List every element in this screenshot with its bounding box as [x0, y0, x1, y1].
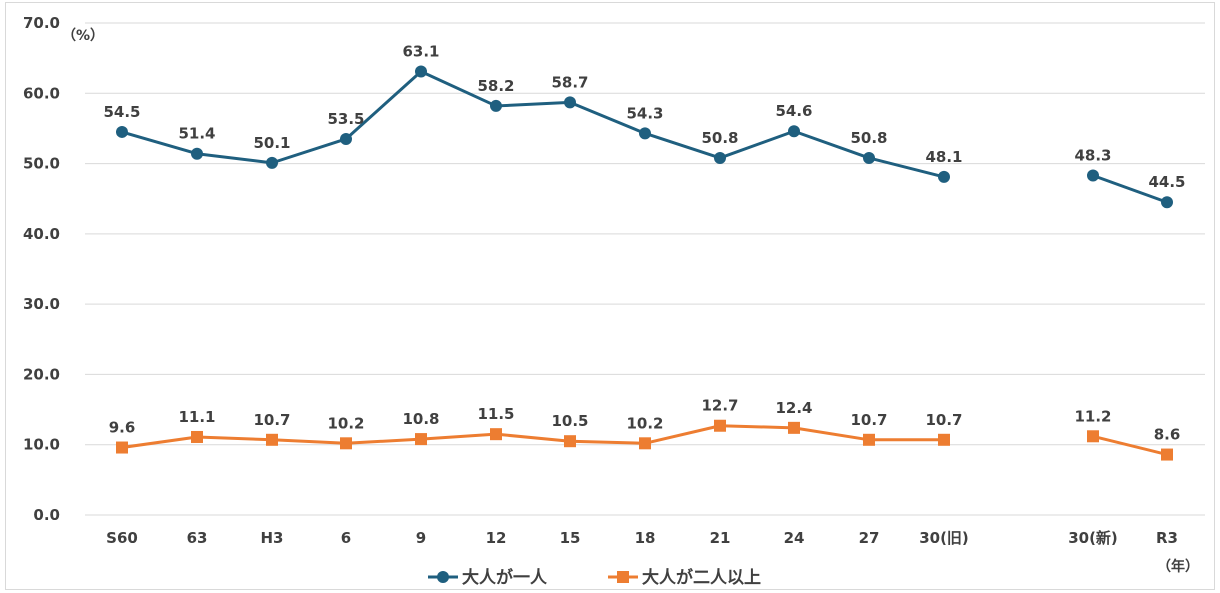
data-labels: 54.5 51.4 50.1 53.5 63.1 58.2 58.7 54.3 50.8 54.6… — [103, 42, 1185, 443]
series-1-point — [490, 99, 502, 112]
series-2-data-label: 10.2 — [327, 414, 364, 432]
series-markers — [116, 65, 1173, 461]
series-2-point — [191, 430, 203, 443]
series-1-data-label: 50.8 — [850, 129, 887, 147]
series-1-data-label: 50.1 — [253, 134, 290, 152]
series-1-point — [191, 147, 203, 160]
series-1-line — [1092, 174, 1168, 204]
series-2-data-label: 9.6 — [109, 419, 136, 437]
x-tick-label: R3 — [1156, 529, 1178, 547]
y-axis-unit-label: （%） — [62, 28, 104, 44]
x-tick-label: 9 — [416, 529, 426, 547]
x-axis-ticks: S60 63 H3 6 9 12 15 18 21 24 27 30(旧) 30(新) R3 — [106, 529, 1178, 547]
series-2-line — [121, 424, 944, 450]
chart-frame — [5, 2, 1215, 590]
series-1-point — [116, 125, 128, 138]
series-2-point — [415, 433, 427, 446]
series-lines — [121, 69, 1168, 457]
series-1-point — [564, 96, 576, 109]
x-axis-unit-label: （年） — [1157, 558, 1199, 575]
series-1-data-label: 54.6 — [775, 102, 812, 120]
series-2-point — [639, 437, 651, 450]
x-tick-label: 12 — [486, 529, 507, 547]
series-2-point — [788, 421, 800, 434]
x-tick-label: 18 — [635, 529, 656, 547]
series-1-data-label: 54.5 — [103, 103, 140, 121]
series-2-point — [1161, 448, 1173, 461]
series-2-point — [340, 437, 352, 450]
series-2-data-label: 10.2 — [626, 414, 663, 432]
series-1-data-label: 48.3 — [1074, 147, 1111, 165]
x-tick-label: 21 — [710, 529, 731, 547]
x-tick-label: S60 — [106, 529, 138, 547]
series-2-point — [714, 419, 726, 432]
series-1-data-label: 48.1 — [925, 148, 962, 166]
y-tick-label: 10.0 — [23, 436, 60, 454]
series-1-point — [1087, 169, 1099, 182]
series-1-data-label: 50.8 — [701, 129, 738, 147]
series-2-data-label: 10.7 — [925, 411, 962, 429]
legend-label-series-2: 大人が二人以上 — [642, 567, 761, 588]
series-2-data-label: 11.2 — [1074, 407, 1111, 425]
series-2-point — [863, 433, 875, 446]
series-2-point — [564, 435, 576, 448]
series-1-point — [1161, 196, 1173, 209]
series-2-line — [1092, 434, 1168, 457]
legend-label-series-1: 大人が一人 — [462, 567, 548, 588]
series-2-data-label: 12.4 — [775, 399, 812, 417]
series-2-point — [266, 433, 278, 446]
legend: 大人が一人 大人が二人以上 — [428, 567, 761, 588]
x-tick-label: 63 — [187, 529, 208, 547]
series-2-data-label: 12.7 — [701, 397, 738, 415]
series-2-point — [116, 441, 128, 454]
y-tick-label: 40.0 — [23, 225, 60, 243]
series-1-point — [415, 65, 427, 78]
y-tick-label: 50.0 — [23, 155, 60, 173]
series-1-data-label: 58.7 — [551, 73, 588, 91]
series-1-data-label: 44.5 — [1148, 173, 1185, 191]
series-2-data-label: 11.1 — [178, 408, 215, 426]
series-1-point — [714, 151, 726, 164]
y-tick-label: 70.0 — [23, 14, 60, 32]
y-tick-label: 20.0 — [23, 365, 60, 383]
series-1-point — [938, 170, 950, 183]
series-1-point — [639, 127, 651, 140]
x-tick-label: 27 — [859, 529, 880, 547]
series-2-data-label: 8.6 — [1154, 426, 1181, 444]
series-1-data-label: 58.2 — [477, 77, 514, 95]
series-1-point — [340, 132, 352, 145]
series-1-point — [788, 125, 800, 138]
series-2-point — [938, 433, 950, 446]
series-1-data-label: 63.1 — [402, 42, 439, 60]
series-2-data-label: 10.7 — [253, 411, 290, 429]
series-1-data-label: 51.4 — [178, 125, 215, 143]
series-2-data-label: 10.8 — [402, 410, 439, 428]
series-2-point — [1087, 430, 1099, 443]
x-tick-label: 15 — [560, 529, 581, 547]
series-1-data-label: 54.3 — [626, 104, 663, 122]
y-tick-label: 30.0 — [23, 295, 60, 313]
legend-marker-series-1 — [437, 571, 449, 583]
x-tick-label: H3 — [261, 529, 284, 547]
series-2-point — [490, 428, 502, 441]
x-tick-label: 30(旧) — [919, 529, 969, 547]
x-tick-label: 30(新) — [1068, 529, 1118, 547]
y-axis-ticks: 0.0 10.0 20.0 30.0 40.0 50.0 60.0 70.0 — [23, 14, 60, 524]
series-2-data-label: 11.5 — [477, 405, 514, 423]
series-2-data-label: 10.5 — [551, 412, 588, 430]
series-1-point — [266, 156, 278, 169]
x-tick-label: 6 — [341, 529, 351, 547]
series-1-point — [863, 151, 875, 164]
gridlines — [85, 22, 1205, 516]
y-tick-label: 60.0 — [23, 84, 60, 102]
series-1-data-label: 53.5 — [327, 110, 364, 128]
legend-marker-series-2 — [617, 571, 629, 583]
series-2-data-label: 10.7 — [850, 411, 887, 429]
y-tick-label: 0.0 — [33, 506, 60, 524]
series-1-line — [121, 69, 945, 179]
x-tick-label: 24 — [784, 529, 805, 547]
